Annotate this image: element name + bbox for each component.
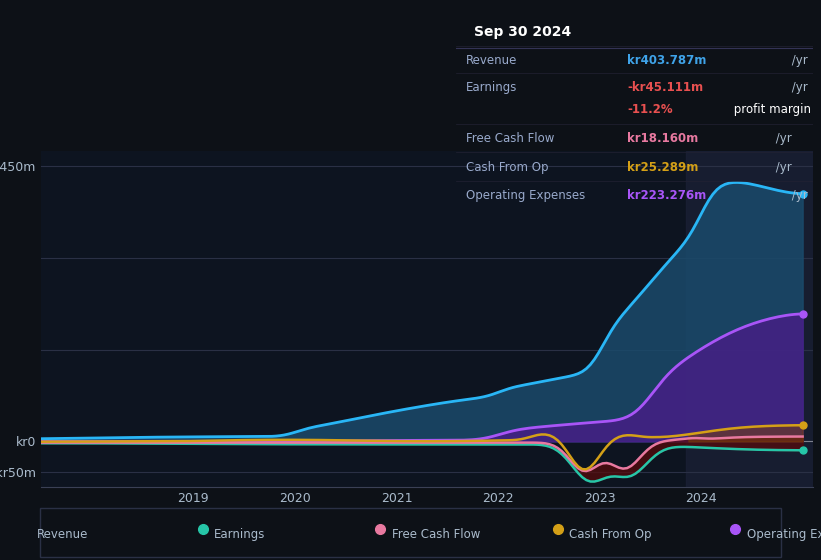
Text: Revenue: Revenue — [466, 54, 518, 67]
Text: Operating Expenses: Operating Expenses — [466, 189, 585, 202]
Text: Free Cash Flow: Free Cash Flow — [466, 132, 555, 145]
Text: /yr: /yr — [788, 81, 808, 94]
Text: kr25.289m: kr25.289m — [627, 161, 699, 174]
Text: Cash From Op: Cash From Op — [569, 528, 652, 542]
Text: Revenue: Revenue — [37, 528, 88, 542]
Text: /yr: /yr — [772, 132, 791, 145]
Text: Free Cash Flow: Free Cash Flow — [392, 528, 480, 542]
Text: -kr45.111m: -kr45.111m — [627, 81, 704, 94]
Bar — [40, 508, 781, 557]
Text: Operating Expenses: Operating Expenses — [746, 528, 821, 542]
Text: -11.2%: -11.2% — [627, 104, 672, 116]
Text: kr223.276m: kr223.276m — [627, 189, 706, 202]
Text: kr403.787m: kr403.787m — [627, 54, 706, 67]
Text: kr18.160m: kr18.160m — [627, 132, 699, 145]
Text: /yr: /yr — [788, 189, 808, 202]
Text: /yr: /yr — [772, 161, 791, 174]
Text: /yr: /yr — [788, 54, 808, 67]
Text: Sep 30 2024: Sep 30 2024 — [474, 25, 571, 39]
Text: Cash From Op: Cash From Op — [466, 161, 549, 174]
Text: Earnings: Earnings — [466, 81, 518, 94]
Text: profit margin: profit margin — [730, 104, 811, 116]
Bar — [686, 151, 813, 487]
Text: Earnings: Earnings — [214, 528, 265, 542]
